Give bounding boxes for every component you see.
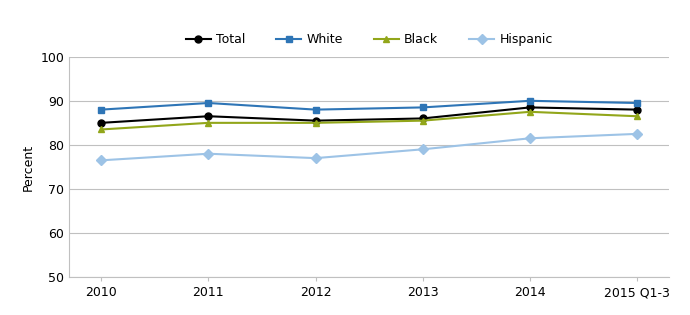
Black — [633, 114, 641, 118]
White — [633, 101, 641, 105]
Total — [526, 106, 534, 109]
Line: Total: Total — [98, 104, 640, 126]
Hispanic — [204, 152, 213, 156]
Black — [311, 121, 319, 125]
White — [97, 108, 106, 112]
Y-axis label: Percent: Percent — [21, 143, 34, 191]
Hispanic — [633, 132, 641, 136]
Hispanic — [526, 136, 534, 140]
Line: Black: Black — [98, 108, 640, 133]
Hispanic — [419, 147, 427, 151]
Legend: Total, White, Black, Hispanic: Total, White, Black, Hispanic — [186, 33, 553, 46]
Total — [97, 121, 106, 125]
Hispanic — [97, 158, 106, 162]
White — [204, 101, 213, 105]
Total — [633, 108, 641, 112]
Black — [526, 110, 534, 114]
Hispanic — [311, 156, 319, 160]
White — [419, 106, 427, 109]
Line: White: White — [98, 97, 640, 113]
Black — [97, 128, 106, 131]
Total — [204, 114, 213, 118]
White — [526, 99, 534, 103]
Line: Hispanic: Hispanic — [98, 130, 640, 164]
Black — [204, 121, 213, 125]
Total — [311, 119, 319, 123]
Total — [419, 117, 427, 120]
White — [311, 108, 319, 112]
Black — [419, 119, 427, 123]
